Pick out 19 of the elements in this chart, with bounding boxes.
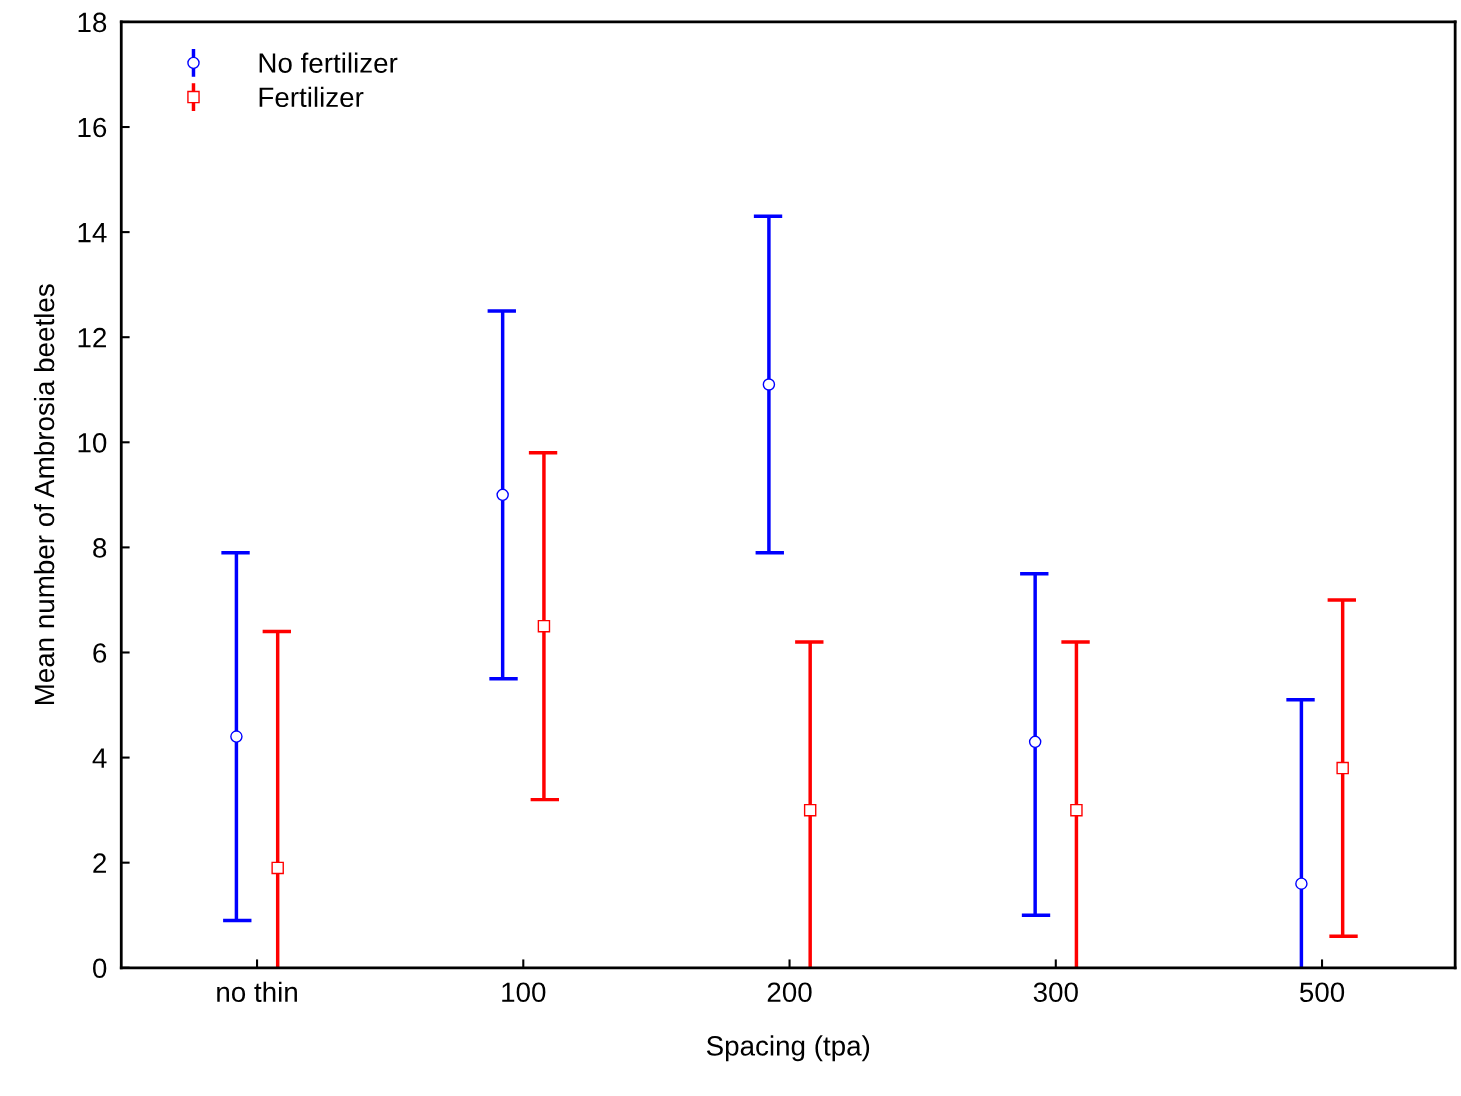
x-axis-title: Spacing (tpa): [706, 1035, 870, 1062]
y-axis-title: Mean number of Ambrosia beetles: [33, 284, 55, 705]
legend-label: Fertilizer: [259, 86, 364, 108]
y-tick-label: 14: [78, 223, 107, 243]
x-tick-label: 100: [502, 982, 546, 1003]
x-tick-label: 300: [1033, 982, 1078, 1003]
x-tick-label: no thin: [217, 981, 297, 1003]
legend-label: No fertilizer: [259, 52, 398, 73]
y-tick-label: 18: [78, 12, 107, 33]
y-tick-label: 12: [78, 327, 106, 348]
y-tick-label: 4: [92, 748, 107, 768]
y-tick-label: 6: [93, 643, 107, 663]
x-tick-label: 200: [767, 982, 812, 1003]
y-tick-label: 10: [78, 432, 107, 453]
y-tick-label: 0: [93, 958, 107, 979]
y-tick-label: 8: [93, 538, 107, 558]
y-tick-label: 16: [78, 117, 107, 138]
x-tick-label: 500: [1299, 982, 1345, 1003]
y-tick-label: 2: [93, 853, 106, 873]
